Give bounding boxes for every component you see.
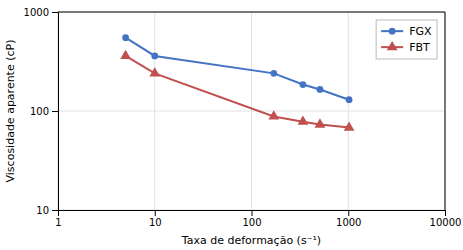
point bbox=[300, 81, 307, 88]
grid-line-x bbox=[445, 12, 446, 210]
tick-mark bbox=[252, 210, 253, 216]
tick: 10 bbox=[36, 205, 58, 216]
legend-marker bbox=[387, 41, 398, 50]
frame bbox=[445, 12, 446, 210]
point bbox=[122, 34, 129, 41]
series-line bbox=[126, 38, 349, 100]
point bbox=[317, 86, 324, 93]
grid-line-y bbox=[58, 111, 445, 112]
tick-label: 1 bbox=[55, 217, 61, 228]
tick-mark bbox=[52, 111, 58, 112]
tick: 100 bbox=[242, 210, 261, 228]
tick: 1000 bbox=[336, 210, 361, 228]
legend-box bbox=[376, 20, 437, 59]
tick: 10 bbox=[149, 210, 162, 228]
point bbox=[151, 53, 158, 60]
point bbox=[268, 110, 279, 119]
tick-label: 10 bbox=[36, 205, 49, 216]
point bbox=[120, 50, 131, 59]
tick-label: 10000 bbox=[430, 217, 462, 228]
legend-item: FGX bbox=[381, 25, 432, 38]
grid-line-y bbox=[58, 12, 445, 13]
x-axis-title: Taxa de deformação (s⁻¹) bbox=[181, 234, 321, 247]
y-axis: 10 100 1000 bbox=[24, 7, 59, 216]
grid bbox=[58, 12, 445, 210]
chart: 1 10 100 1000 10000 10 100 1000 FGX FBT Taxa de de… bbox=[0, 0, 463, 250]
legend-item: FBT bbox=[381, 41, 430, 54]
legend-label: FBT bbox=[409, 41, 430, 54]
tick: 100 bbox=[30, 106, 58, 117]
point bbox=[270, 70, 277, 77]
tick: 10000 bbox=[430, 210, 462, 228]
point bbox=[344, 121, 355, 130]
point bbox=[298, 115, 309, 124]
tick-label: 10 bbox=[149, 217, 162, 228]
axis-line bbox=[59, 211, 446, 217]
point bbox=[346, 96, 353, 103]
tick-mark bbox=[155, 210, 156, 216]
tick-mark bbox=[52, 12, 58, 13]
tick-label: 1000 bbox=[24, 7, 49, 18]
legend: FGX FBT bbox=[376, 20, 437, 59]
tick: 1 bbox=[55, 210, 61, 228]
frame bbox=[58, 12, 445, 13]
tick-mark bbox=[52, 210, 58, 211]
x-axis: 1 10 100 1000 10000 bbox=[55, 210, 461, 228]
tick-mark bbox=[348, 210, 349, 216]
legend-marker bbox=[389, 28, 396, 35]
y-axis-title: Viscosidade aparente (cP) bbox=[4, 40, 17, 183]
tick-label: 100 bbox=[30, 106, 49, 117]
point bbox=[315, 118, 326, 127]
axis-line bbox=[52, 13, 59, 211]
tick-label: 1000 bbox=[336, 217, 361, 228]
series-line bbox=[126, 56, 349, 128]
tick-mark bbox=[445, 210, 446, 216]
legend-label: FGX bbox=[409, 25, 432, 38]
data bbox=[120, 34, 354, 130]
point bbox=[149, 67, 160, 76]
plot: 1 10 100 1000 10000 10 100 1000 FGX FBT bbox=[24, 7, 462, 228]
tick-label: 100 bbox=[242, 217, 261, 228]
tick: 1000 bbox=[24, 7, 58, 18]
